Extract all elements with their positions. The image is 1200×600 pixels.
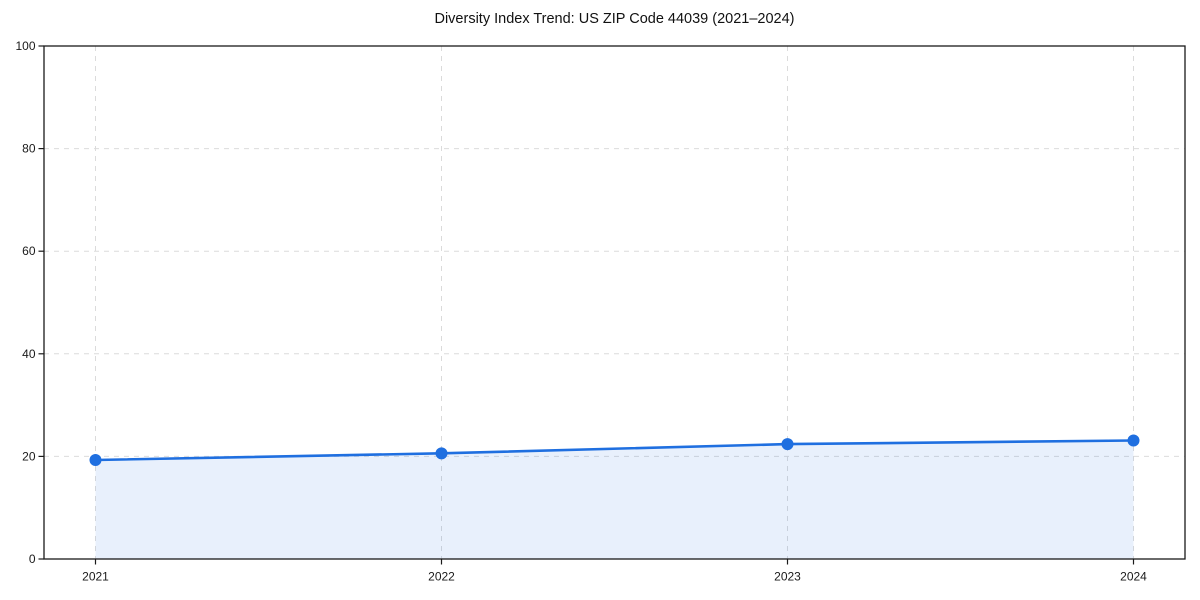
- data-point-2023: [781, 438, 794, 451]
- data-point-2024: [1127, 434, 1140, 447]
- y-tick-label: 80: [22, 142, 36, 156]
- x-tick-label: 2024: [1120, 570, 1147, 584]
- y-tick-label: 60: [22, 244, 36, 258]
- y-tick-label: 40: [22, 347, 36, 361]
- plot-border: [43, 45, 1186, 560]
- x-tick-label: 2023: [774, 570, 801, 584]
- data-point-2021: [89, 453, 102, 466]
- data-point-2022: [435, 447, 448, 460]
- x-tick-label: 2022: [428, 570, 455, 584]
- x-tick-label: 2021: [82, 570, 109, 584]
- trend-line: [94, 439, 1135, 462]
- y-tick-label: 0: [29, 552, 36, 566]
- y-tick-label: 20: [22, 449, 36, 463]
- y-tick-label: 100: [15, 39, 35, 53]
- area-fill: [95, 440, 1134, 559]
- chart-title: Diversity Index Trend: US ZIP Code 44039…: [434, 11, 795, 27]
